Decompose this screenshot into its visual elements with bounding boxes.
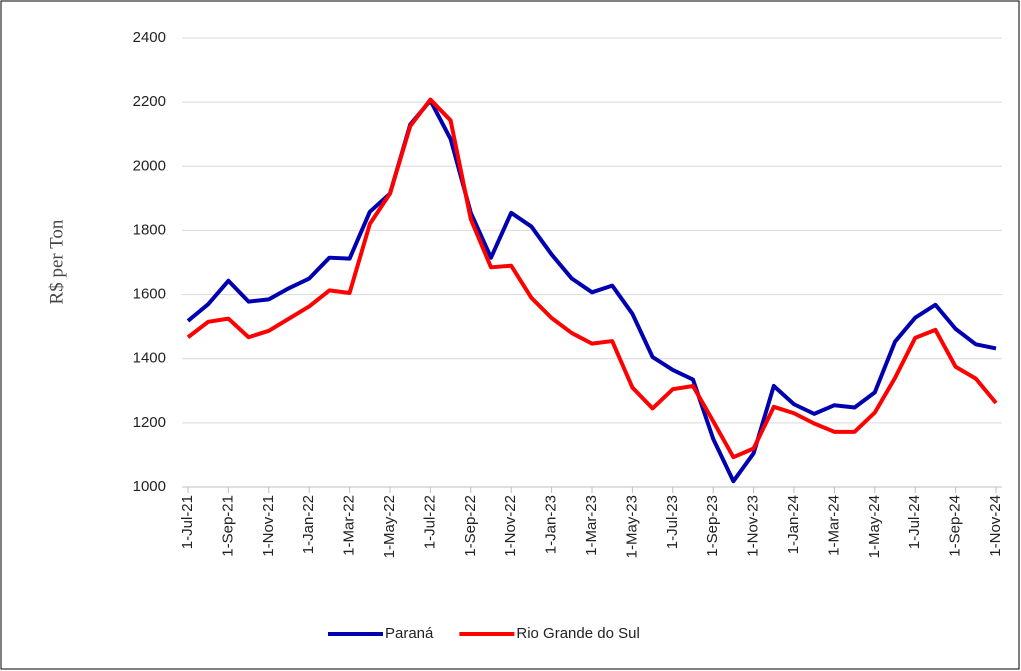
y-tick-label: 2000 [133, 157, 166, 174]
x-tick-label: 1-Jan-24 [785, 495, 802, 554]
x-tick-label: 1-Sep-23 [704, 495, 721, 557]
x-tick-label: 1-Sep-24 [947, 495, 964, 557]
y-tick-label: 2400 [133, 29, 166, 46]
x-tick-label: 1-Jan-23 [543, 495, 560, 554]
x-tick-label: 1-Mar-22 [341, 495, 358, 556]
x-tick-label: 1-Nov-21 [260, 495, 277, 557]
x-tick-label: 1-Sep-22 [462, 495, 479, 557]
x-tick-label: 1-Nov-22 [502, 495, 519, 557]
x-tick-label: 1-May-22 [381, 495, 398, 558]
line-series [186, 97, 998, 460]
x-tick-label: 1-Jul-23 [664, 495, 681, 549]
x-tick-label: 1-May-24 [866, 495, 883, 558]
y-tick-label: 2200 [133, 93, 166, 110]
y-axis-label: R$ per Ton [46, 219, 67, 304]
x-tick-label: 1-Sep-21 [219, 495, 236, 557]
legend-label: Paraná [385, 625, 434, 642]
line-series [186, 98, 997, 484]
x-tick-label: 1-Jul-22 [421, 495, 438, 549]
x-tick-label: 1-Mar-24 [825, 495, 842, 556]
y-tick-label: 1600 [133, 286, 166, 303]
y-tick-label: 1400 [133, 350, 166, 367]
x-tick-label: 1-Jul-21 [179, 495, 196, 549]
x-tick-label: 1-Mar-23 [583, 495, 600, 556]
legend-label: Rio Grande do Sul [516, 625, 639, 642]
x-tick-label: 1-Nov-23 [745, 495, 762, 557]
x-tick-label: 1-Jan-22 [300, 495, 317, 554]
y-tick-label: 1200 [133, 414, 166, 431]
y-tick-label: 1000 [133, 478, 166, 495]
x-tick-label: 1-Nov-24 [987, 495, 1004, 557]
x-tick-label: 1-Jul-24 [906, 495, 923, 549]
y-tick-label: 1800 [133, 221, 166, 238]
x-tick-label: 1-May-23 [623, 495, 640, 558]
